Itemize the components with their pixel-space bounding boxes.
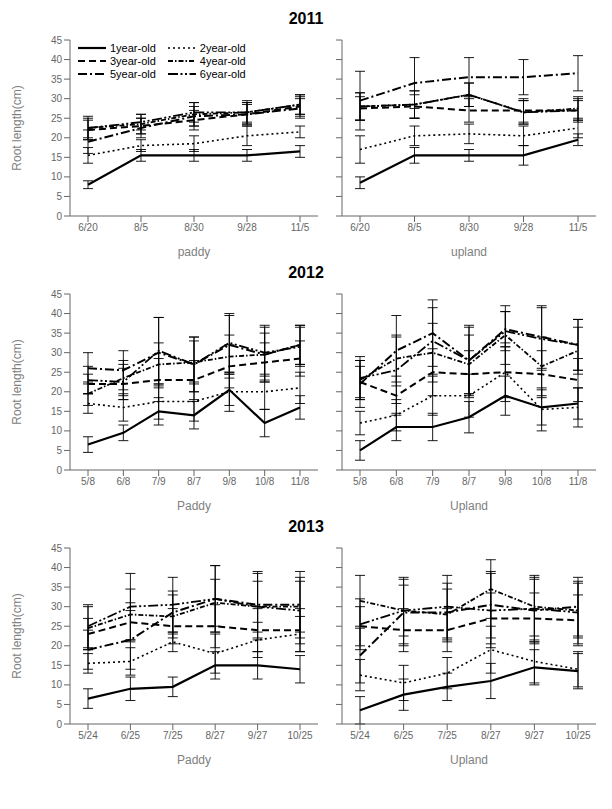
svg-text:5: 5 [56, 191, 62, 202]
svg-text:40: 40 [51, 562, 63, 573]
svg-text:7/25: 7/25 [163, 730, 183, 741]
svg-text:8/7: 8/7 [187, 476, 201, 487]
svg-text:10/8: 10/8 [255, 476, 275, 487]
svg-text:7/9: 7/9 [152, 476, 166, 487]
html-text:3year-old: 3year-old [110, 55, 156, 67]
svg-text:0: 0 [56, 719, 62, 730]
html-text:1year-old: 1year-old [110, 42, 156, 54]
svg-text:40: 40 [51, 308, 63, 319]
svg-text:45: 45 [51, 35, 63, 46]
svg-text:35: 35 [51, 74, 63, 85]
svg-text:5/24: 5/24 [78, 730, 98, 741]
svg-text:20: 20 [51, 132, 63, 143]
svg-text:Paddy: Paddy [177, 753, 211, 767]
svg-text:10: 10 [51, 425, 63, 436]
svg-text:8/30: 8/30 [184, 222, 204, 233]
svg-text:11/5: 11/5 [569, 222, 588, 233]
svg-text:40: 40 [51, 54, 63, 65]
svg-text:7/9: 7/9 [426, 476, 440, 487]
html-text:4year-old: 4year-old [199, 55, 246, 67]
svg-text:paddy: paddy [178, 245, 211, 259]
svg-text:Upland: Upland [450, 499, 488, 513]
svg-text:10/25: 10/25 [565, 730, 590, 741]
svg-text:30: 30 [51, 93, 63, 104]
svg-text:Paddy: Paddy [177, 499, 211, 513]
svg-text:9/8: 9/8 [222, 476, 236, 487]
svg-text:8/5: 8/5 [134, 222, 148, 233]
svg-text:20: 20 [51, 640, 63, 651]
html-text:5year-old: 5year-old [110, 68, 156, 80]
svg-text:0: 0 [56, 465, 62, 476]
html-text:2013: 2013 [288, 518, 324, 535]
svg-text:15: 15 [51, 660, 63, 671]
svg-text:10: 10 [51, 171, 63, 182]
svg-text:35: 35 [51, 328, 63, 339]
svg-text:5/8: 5/8 [353, 476, 367, 487]
html-text:2012: 2012 [288, 264, 324, 281]
svg-text:Root length(cm): Root length(cm) [10, 339, 24, 424]
svg-text:45: 45 [51, 289, 63, 300]
svg-text:6/25: 6/25 [121, 730, 141, 741]
svg-text:10: 10 [51, 679, 63, 690]
svg-text:35: 35 [51, 582, 63, 593]
svg-text:25: 25 [51, 367, 63, 378]
svg-text:25: 25 [51, 113, 63, 124]
svg-text:9/27: 9/27 [525, 730, 545, 741]
svg-text:5/8: 5/8 [81, 476, 95, 487]
svg-text:8/5: 8/5 [408, 222, 422, 233]
svg-text:20: 20 [51, 386, 63, 397]
svg-text:6/25: 6/25 [394, 730, 414, 741]
svg-text:6/20: 6/20 [350, 222, 370, 233]
svg-text:5: 5 [56, 445, 62, 456]
svg-text:8/7: 8/7 [462, 476, 476, 487]
svg-text:5/24: 5/24 [350, 730, 370, 741]
svg-text:9/27: 9/27 [248, 730, 268, 741]
svg-text:5: 5 [56, 699, 62, 710]
svg-text:9/8: 9/8 [498, 476, 512, 487]
svg-text:9/28: 9/28 [237, 222, 257, 233]
svg-text:Root length(cm): Root length(cm) [10, 593, 24, 678]
svg-text:8/30: 8/30 [459, 222, 479, 233]
svg-text:25: 25 [51, 621, 63, 632]
svg-text:10/25: 10/25 [287, 730, 312, 741]
svg-text:15: 15 [51, 152, 63, 163]
svg-text:0: 0 [56, 211, 62, 222]
svg-text:11/8: 11/8 [291, 476, 310, 487]
svg-text:8/27: 8/27 [481, 730, 501, 741]
svg-text:Root length(cm): Root length(cm) [10, 85, 24, 170]
svg-text:30: 30 [51, 347, 63, 358]
svg-text:6/20: 6/20 [78, 222, 98, 233]
svg-text:8/27: 8/27 [205, 730, 225, 741]
svg-text:Upland: Upland [450, 753, 488, 767]
svg-text:10/8: 10/8 [532, 476, 552, 487]
svg-text:7/25: 7/25 [437, 730, 457, 741]
svg-text:15: 15 [51, 406, 63, 417]
svg-text:30: 30 [51, 601, 63, 612]
html-text:6year-old: 6year-old [199, 68, 246, 80]
svg-text:9/28: 9/28 [514, 222, 534, 233]
html-text:2year-old: 2year-old [199, 42, 246, 54]
svg-text:6/8: 6/8 [389, 476, 403, 487]
svg-text:11/8: 11/8 [569, 476, 588, 487]
svg-text:upland: upland [451, 245, 487, 259]
svg-text:45: 45 [51, 543, 63, 554]
html-text:2011: 2011 [288, 10, 324, 27]
svg-text:11/5: 11/5 [291, 222, 310, 233]
svg-text:6/8: 6/8 [116, 476, 130, 487]
